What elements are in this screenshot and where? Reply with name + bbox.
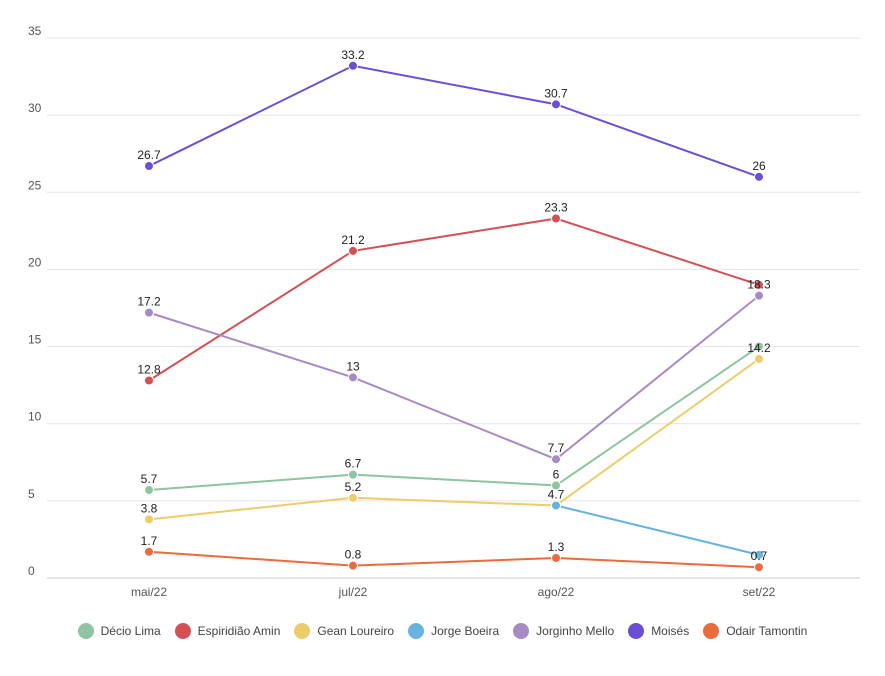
data-point-jorginho-mello[interactable] xyxy=(348,372,358,383)
legend-swatch xyxy=(408,623,425,639)
data-label-odair-tamontin: 0.8 xyxy=(345,548,362,562)
series-line-moises xyxy=(148,64,760,178)
data-point-decio-lima[interactable] xyxy=(551,480,561,491)
series-points xyxy=(144,60,764,573)
data-point-odair-tamontin[interactable] xyxy=(754,562,764,573)
data-label-moises: 26.7 xyxy=(137,148,161,162)
data-label-gean-loureiro: 14.2 xyxy=(747,341,771,355)
data-point-decio-lima[interactable] xyxy=(754,341,764,352)
data-label-moises: 33.2 xyxy=(341,48,365,62)
data-point-espiridiao-amin[interactable] xyxy=(754,279,764,290)
data-point-jorginho-mello[interactable] xyxy=(551,454,561,465)
data-point-espiridiao-amin[interactable] xyxy=(144,375,154,386)
y-tick-label: 10 xyxy=(28,410,42,424)
legend-item-decio-lima[interactable]: Décio Lima xyxy=(77,623,161,639)
legend-label: Gean Loureiro xyxy=(317,624,395,638)
legend-item-moises[interactable]: Moisés xyxy=(628,623,689,639)
data-label-espiridiao-amin: 12.8 xyxy=(137,363,161,377)
legend-swatch xyxy=(174,623,191,639)
data-point-jorge-boeira[interactable] xyxy=(551,500,561,511)
legend-item-espiridiao-amin[interactable]: Espiridião Amin xyxy=(174,623,281,639)
legend-item-odair-tamontin[interactable]: Odair Tamontin xyxy=(703,623,807,639)
series-line-jorge-boeira xyxy=(555,504,760,556)
data-point-jorginho-mello[interactable] xyxy=(144,307,154,318)
data-label-odair-tamontin: 1.7 xyxy=(141,534,158,548)
legend-label: Jorginho Mello xyxy=(536,624,615,638)
data-label-moises: 30.7 xyxy=(544,86,568,100)
legend-item-gean-loureiro[interactable]: Gean Loureiro xyxy=(294,623,394,639)
gridlines xyxy=(47,37,860,579)
x-tick-label: set/22 xyxy=(743,585,776,599)
data-point-jorginho-mello[interactable] xyxy=(754,290,764,301)
y-tick-label: 30 xyxy=(28,101,42,115)
data-point-odair-tamontin[interactable] xyxy=(551,552,561,563)
data-label-odair-tamontin: 0.7 xyxy=(751,549,768,563)
data-point-gean-loureiro[interactable] xyxy=(348,492,358,503)
data-label-jorge-boeira: 4.7 xyxy=(548,487,565,501)
series-line-decio-lima xyxy=(148,345,760,492)
y-tick-label: 5 xyxy=(28,487,35,501)
data-label-decio-lima: 6 xyxy=(553,467,560,481)
series-line-odair-tamontin xyxy=(148,550,760,569)
legend-label: Jorge Boeira xyxy=(431,624,500,638)
data-label-jorginho-mello: 17.2 xyxy=(137,295,161,309)
data-point-moises[interactable] xyxy=(348,60,358,71)
data-label-gean-loureiro: 5.2 xyxy=(345,480,362,494)
legend-swatch xyxy=(628,623,645,639)
legend: Décio Lima Espiridião Amin Gean Loureiro Jo… xyxy=(0,620,885,642)
data-point-moises[interactable] xyxy=(551,99,561,110)
data-point-odair-tamontin[interactable] xyxy=(144,546,154,557)
data-point-gean-loureiro[interactable] xyxy=(144,514,154,525)
data-point-moises[interactable] xyxy=(754,171,764,182)
y-tick-label: 0 xyxy=(28,564,35,578)
data-label-gean-loureiro: 3.8 xyxy=(141,501,158,515)
x-tick-label: jul/22 xyxy=(338,585,368,599)
legend-swatch xyxy=(513,623,530,639)
x-axis: mai/22 jul/22 ago/22 set/22 xyxy=(131,585,776,599)
data-point-gean-loureiro[interactable] xyxy=(754,353,764,364)
legend-swatch xyxy=(294,623,311,639)
legend-label: Espiridião Amin xyxy=(197,624,281,638)
legend-label: Moisés xyxy=(651,624,690,638)
data-point-espiridiao-amin[interactable] xyxy=(348,245,358,256)
x-tick-label: ago/22 xyxy=(538,585,575,599)
data-label-jorginho-mello: 18.3 xyxy=(747,278,771,292)
legend-item-jorge-boeira[interactable]: Jorge Boeira xyxy=(408,623,499,639)
y-tick-label: 35 xyxy=(28,24,42,38)
series-line-gean-loureiro xyxy=(148,358,760,521)
x-tick-label: mai/22 xyxy=(131,585,167,599)
data-label-decio-lima: 6.7 xyxy=(345,457,362,471)
data-label-jorginho-mello: 7.7 xyxy=(548,441,565,455)
data-point-moises[interactable] xyxy=(144,161,154,172)
data-label-espiridiao-amin: 21.2 xyxy=(341,233,365,247)
data-point-odair-tamontin[interactable] xyxy=(348,560,358,571)
legend-label: Décio Lima xyxy=(100,624,161,638)
data-label-decio-lima: 5.7 xyxy=(141,472,158,486)
data-labels: 5.7 6.7 6 12.8 21.2 23.3 3.8 5.2 14.2 4.7 17.2 13 7.… xyxy=(137,48,771,563)
legend-swatch xyxy=(703,623,720,639)
legend-swatch xyxy=(77,623,94,639)
data-label-espiridiao-amin: 23.3 xyxy=(544,201,568,215)
data-point-espiridiao-amin[interactable] xyxy=(551,213,561,224)
series-line-jorginho-mello xyxy=(148,294,760,461)
data-point-decio-lima[interactable] xyxy=(348,469,358,480)
data-label-odair-tamontin: 1.3 xyxy=(548,540,565,554)
data-point-jorge-boeira[interactable] xyxy=(754,549,764,560)
data-point-decio-lima[interactable] xyxy=(144,485,154,496)
data-label-moises: 26 xyxy=(752,159,766,173)
legend-label: Odair Tamontin xyxy=(726,624,808,638)
legend-item-jorginho-mello[interactable]: Jorginho Mello xyxy=(513,623,614,639)
series-lines xyxy=(148,64,760,569)
y-tick-label: 25 xyxy=(28,178,42,192)
y-tick-label: 20 xyxy=(28,255,42,269)
y-tick-label: 15 xyxy=(28,333,42,347)
data-label-jorginho-mello: 13 xyxy=(346,359,360,373)
series-line-espiridiao-amin xyxy=(148,217,760,382)
y-axis: 0 5 10 15 20 25 30 35 xyxy=(28,24,42,578)
